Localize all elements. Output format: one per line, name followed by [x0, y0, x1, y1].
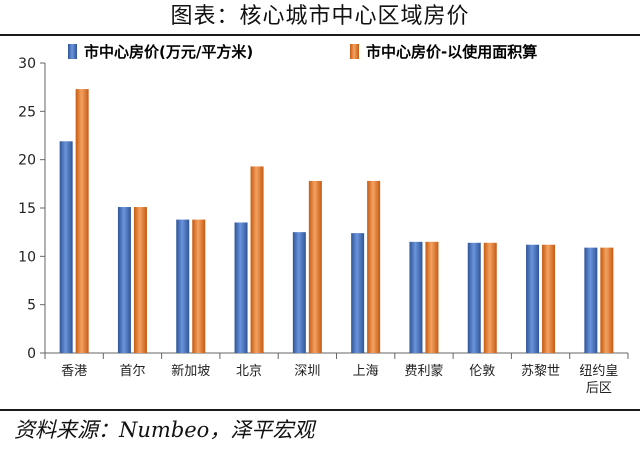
y-tick-label: 10 — [18, 249, 36, 265]
bar-usable-area-price — [425, 241, 439, 353]
y-tick-label: 30 — [18, 56, 36, 72]
bar-usable-area-price — [308, 180, 322, 353]
y-tick-label: 15 — [18, 201, 36, 217]
chart-title: 图表：核心城市中心区域房价 — [170, 4, 470, 29]
legend-item-usable-area-price-swatch — [350, 44, 359, 59]
y-tick-label: 25 — [18, 104, 36, 120]
bar-center-price — [117, 207, 131, 353]
bar-center-price — [584, 247, 598, 353]
x-category-label: 新加坡 — [171, 363, 210, 379]
footer-divider — [0, 409, 640, 411]
x-category-label-line: 伦敦 — [469, 363, 495, 379]
x-category-label: 纽约皇后区 — [579, 364, 618, 396]
bar-chart: 0 5 10 15 20 25 30 香港 首尔 新加坡 北京 深圳 上海 费利蒙 伦敦 苏黎世 纽约皇后区 市… — [18, 43, 629, 396]
x-category-label: 费利蒙 — [404, 364, 443, 379]
x-category-label-line: 上海 — [353, 364, 379, 379]
bar-center-price — [351, 233, 365, 353]
x-category-label-line: 深圳 — [294, 364, 320, 379]
bar-usable-area-price — [133, 207, 147, 353]
x-category-label-line: 首尔 — [119, 364, 145, 379]
y-tick-label: 0 — [27, 346, 36, 362]
x-category-label-line: 香港 — [61, 364, 87, 379]
bar-usable-area-price — [192, 219, 206, 353]
bar-usable-area-price — [75, 89, 89, 353]
bar-usable-area-price — [367, 180, 381, 353]
x-category-label-line: 北京 — [236, 364, 262, 379]
bar-center-price — [234, 222, 248, 353]
bar-center-price — [526, 244, 540, 353]
x-category-label-line: 新加坡 — [171, 363, 210, 379]
legend-item-usable-area-price-label: 市中心房价-以使用面积算 — [366, 43, 537, 61]
bar-center-price — [467, 242, 481, 353]
x-category-label-line: 纽约皇 — [579, 364, 618, 379]
y-tick-label: 5 — [27, 298, 36, 314]
y-tick-label: 20 — [18, 153, 36, 169]
x-category-label-line: 苏黎世 — [521, 363, 560, 379]
title-divider — [0, 34, 640, 36]
bar-usable-area-price — [600, 247, 614, 353]
x-category-label: 深圳 — [294, 364, 320, 379]
x-category-label: 苏黎世 — [521, 363, 560, 379]
source-note: 资料来源：Numbeo，泽平宏观 — [14, 418, 315, 442]
x-category-label-line: 费利蒙 — [404, 364, 443, 379]
bar-usable-area-price — [483, 242, 497, 353]
x-category-label: 首尔 — [119, 364, 145, 379]
bars — [59, 89, 614, 353]
x-category-label: 北京 — [236, 364, 262, 379]
bar-usable-area-price — [250, 166, 264, 353]
x-category-label-line: 后区 — [586, 381, 612, 396]
legend-item-center-price-swatch — [68, 44, 77, 59]
bar-center-price — [59, 141, 73, 353]
bar-usable-area-price — [542, 244, 556, 353]
bar-center-price — [176, 219, 190, 353]
x-category-label: 香港 — [61, 364, 87, 379]
x-category-label: 伦敦 — [469, 363, 495, 379]
bar-center-price — [292, 232, 306, 353]
x-category-label: 上海 — [353, 364, 379, 379]
legend: 市中心房价(万元/平方米) 市中心房价-以使用面积算 — [68, 43, 537, 61]
bar-center-price — [409, 241, 423, 353]
legend-item-center-price-label: 市中心房价(万元/平方米) — [84, 43, 253, 61]
